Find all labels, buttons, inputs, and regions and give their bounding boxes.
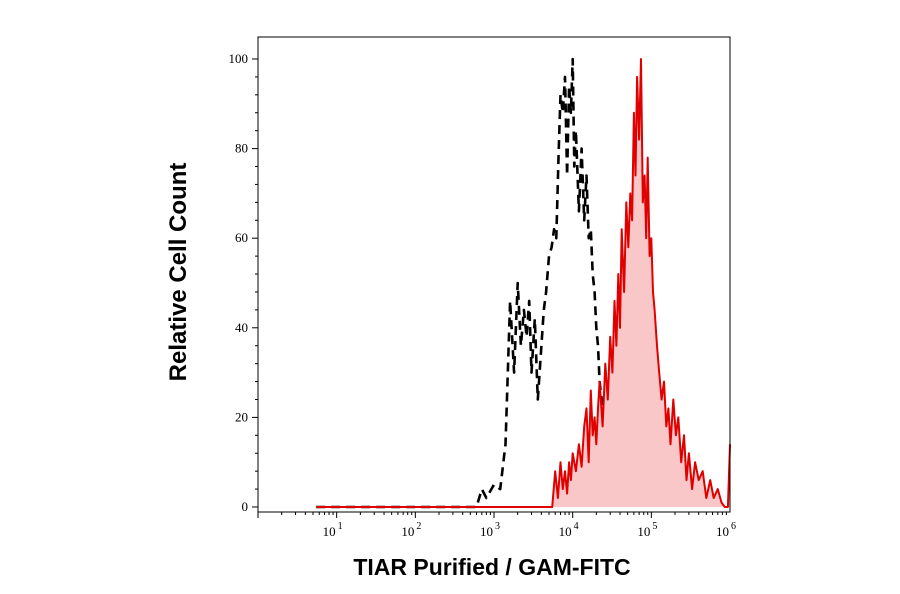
y-tick-label: 0	[242, 499, 249, 514]
x-tick-label-exponent: 3	[495, 521, 500, 532]
series-area-fill	[316, 59, 730, 507]
y-tick-label: 100	[229, 51, 249, 66]
x-tick-label-exponent: 2	[416, 521, 421, 532]
y-tick-label: 60	[235, 230, 248, 245]
y-tick-label: 80	[235, 141, 248, 156]
x-axis-title: TIAR Purified / GAM-FITC	[353, 554, 630, 580]
x-tick-label-base: 10	[323, 524, 336, 539]
x-tick-label-exponent: 1	[338, 521, 343, 532]
series-solid	[316, 58, 731, 508]
plot-frame	[257, 36, 731, 513]
y-tick-label: 40	[235, 320, 248, 335]
y-tick-label: 20	[235, 409, 248, 424]
x-tick-label-base: 10	[559, 524, 572, 539]
x-tick-label-exponent: 5	[652, 521, 657, 532]
series-line	[316, 58, 731, 508]
x-tick-label-base: 10	[716, 524, 729, 539]
series-layer	[316, 57, 731, 509]
y-axis-title-group: Relative Cell Count	[165, 163, 192, 382]
x-tick-label-exponent: 4	[574, 521, 579, 532]
x-tick-label-base: 10	[637, 524, 650, 539]
x-tick-label-exponent: 6	[731, 521, 736, 532]
y-axis-title: Relative Cell Count	[165, 163, 192, 382]
x-tick-label-base: 10	[480, 524, 493, 539]
x-tick-label-base: 10	[401, 524, 414, 539]
